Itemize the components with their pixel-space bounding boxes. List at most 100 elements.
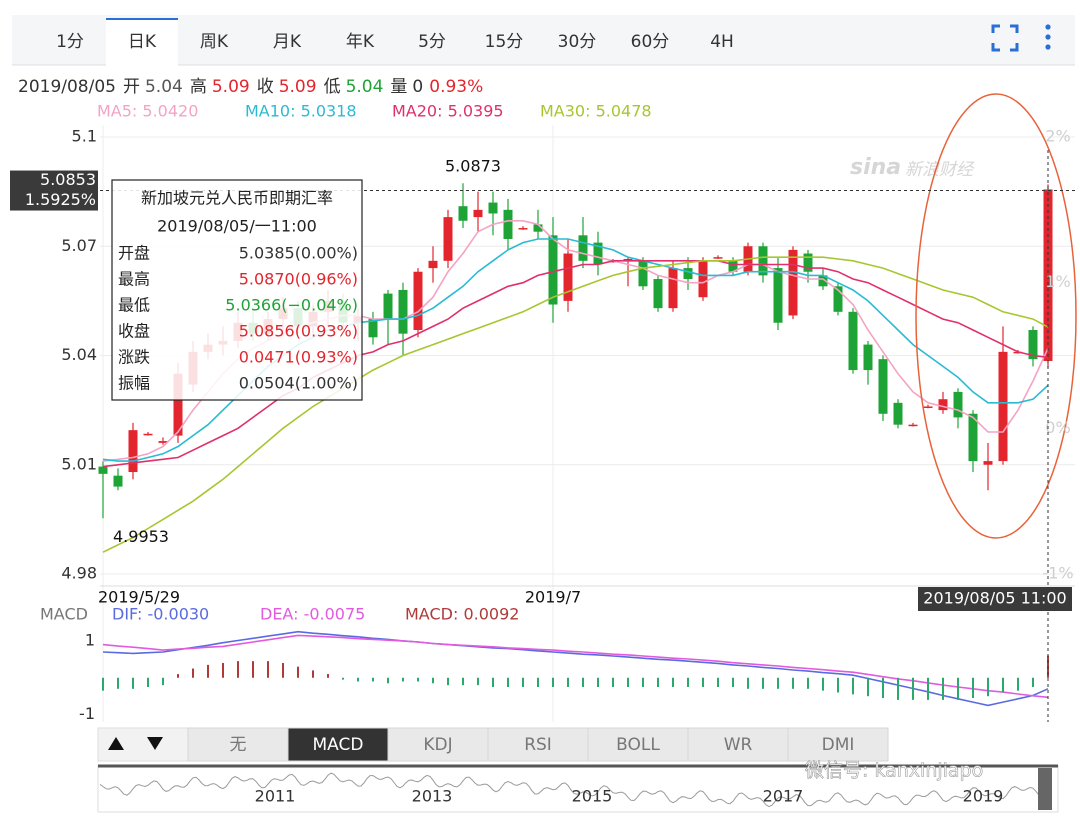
- y-tick-label: 5.1: [72, 127, 97, 146]
- macd-bar: [852, 677, 854, 695]
- tab[interactable]: 60分: [631, 32, 670, 52]
- tooltip-value: 0.0504(1.00%): [239, 374, 358, 393]
- navigator-bg: [97, 764, 1059, 813]
- info-date: 2019/08/05: [18, 77, 116, 97]
- macd-legend-entry: DEA: -0.0075: [260, 605, 365, 624]
- indicator-button[interactable]: RSI: [487, 727, 589, 762]
- tooltip-value: 0.0471(0.93%): [239, 348, 358, 367]
- indicator-label: 无: [230, 735, 247, 755]
- macd-bar: [297, 666, 299, 678]
- candle-body: [848, 311, 858, 371]
- macd-bar: [672, 677, 674, 687]
- indicator-label: DMI: [822, 735, 855, 755]
- tab[interactable]: 月K: [273, 32, 302, 52]
- watermark-logo: sina: [850, 155, 901, 180]
- navigator-line: [99, 772, 1040, 808]
- tab-label: 周K: [200, 32, 229, 52]
- scroll-up[interactable]: [108, 737, 124, 750]
- candle-body: [413, 271, 423, 331]
- candle-body: [938, 399, 948, 411]
- low-label: 4.9953: [113, 527, 169, 546]
- macd-bar: [657, 677, 659, 687]
- macd-y-tick-label: -1: [79, 704, 95, 723]
- info-label: 收: [257, 77, 274, 97]
- fullscreen-icon[interactable]: [991, 24, 1019, 52]
- macd-bar: [732, 677, 734, 687]
- macd-bar: [612, 677, 614, 687]
- crosshair-time-box: [918, 587, 1072, 611]
- info-line: 2019/08/05 开 5.04 高 5.09 收 5.09 低 5.04 量 0 0.93%: [18, 77, 483, 97]
- macd-bar: [357, 677, 359, 682]
- indicator-button[interactable]: WR: [687, 727, 789, 762]
- macd-title: MACD: [40, 605, 88, 624]
- candle-body: [488, 202, 498, 214]
- macd-bar: [1002, 677, 1004, 693]
- tooltip-label: 开盘: [118, 244, 150, 263]
- info-label: 低: [324, 77, 341, 97]
- macd-y-tick-label: 1: [85, 630, 95, 649]
- indicator-button[interactable]: MACD: [287, 727, 389, 762]
- info-value: 5.04: [346, 77, 384, 97]
- macd-bar: [987, 677, 989, 697]
- macd-bar: [867, 677, 869, 697]
- candle-body: [758, 246, 768, 276]
- tab[interactable]: 30分: [558, 32, 597, 52]
- candle-body: [803, 253, 813, 272]
- indicator-button[interactable]: KDJ: [387, 727, 489, 762]
- macd-bar: [912, 677, 914, 700]
- macd-bar: [102, 677, 104, 691]
- navigator-year: 2017: [763, 787, 804, 806]
- indicator-button[interactable]: DMI: [787, 727, 889, 762]
- candle-body: [593, 242, 603, 265]
- macd-bar: [132, 677, 134, 689]
- macd-bar: [237, 661, 239, 678]
- candle-body: [713, 257, 723, 259]
- macd-bar: [762, 677, 764, 689]
- indicator-button[interactable]: BOLL: [587, 727, 689, 762]
- watermark-brand: 新浪财经: [905, 160, 975, 180]
- tab[interactable]: 15分: [485, 32, 524, 52]
- indicator-button-bg: [187, 727, 289, 762]
- macd-bar: [462, 677, 464, 686]
- scroll-down[interactable]: [147, 737, 163, 750]
- candle-body: [908, 424, 918, 427]
- tab-label: 30分: [558, 32, 597, 52]
- macd-bar: [822, 677, 824, 691]
- macd-bar: [447, 677, 449, 686]
- candle-body: [428, 260, 438, 269]
- ma-line: [102, 256, 1049, 553]
- tooltip-value: 5.0856(0.93%): [239, 322, 358, 341]
- more-icon[interactable]: [1045, 24, 1051, 50]
- macd-bar: [117, 677, 119, 689]
- navigator-handle[interactable]: [1038, 768, 1052, 810]
- candle-body: [518, 228, 528, 230]
- macd-bar: [327, 674, 329, 678]
- tab[interactable]: 5分: [418, 32, 446, 52]
- active-tab-bg: [106, 18, 178, 66]
- indicator-button-bg: [287, 727, 389, 762]
- indicator-button-bg: [587, 727, 689, 762]
- crosshair-time: 2019/08/05 11:00: [923, 589, 1066, 608]
- candle-body: [818, 275, 828, 287]
- tab[interactable]: 4H: [710, 32, 734, 52]
- tab[interactable]: 年K: [346, 32, 375, 52]
- macd-bar: [192, 668, 194, 678]
- candle-body: [398, 289, 408, 334]
- tab[interactable]: 日K: [106, 18, 178, 66]
- macd-legend-entry: DIF: -0.0030: [112, 605, 209, 624]
- macd-bar: [747, 677, 749, 689]
- candle-body: [563, 253, 573, 301]
- tab[interactable]: 1分: [56, 32, 84, 52]
- macd-bar: [387, 677, 389, 684]
- fullscreen-glyph: [991, 24, 1019, 52]
- info-change: 0.93%: [429, 77, 483, 97]
- macd-bar: [957, 677, 959, 700]
- indicator-button[interactable]: 无: [187, 727, 289, 762]
- tooltip-value: 5.0870(0.96%): [239, 270, 358, 289]
- indicator-button-bg: [687, 727, 789, 762]
- macd-bar: [162, 677, 164, 686]
- tab-bar: [12, 15, 1075, 65]
- chart-layer: [98, 125, 1075, 722]
- tab[interactable]: 周K: [200, 32, 229, 52]
- y-tick-label: 4.98: [61, 564, 97, 583]
